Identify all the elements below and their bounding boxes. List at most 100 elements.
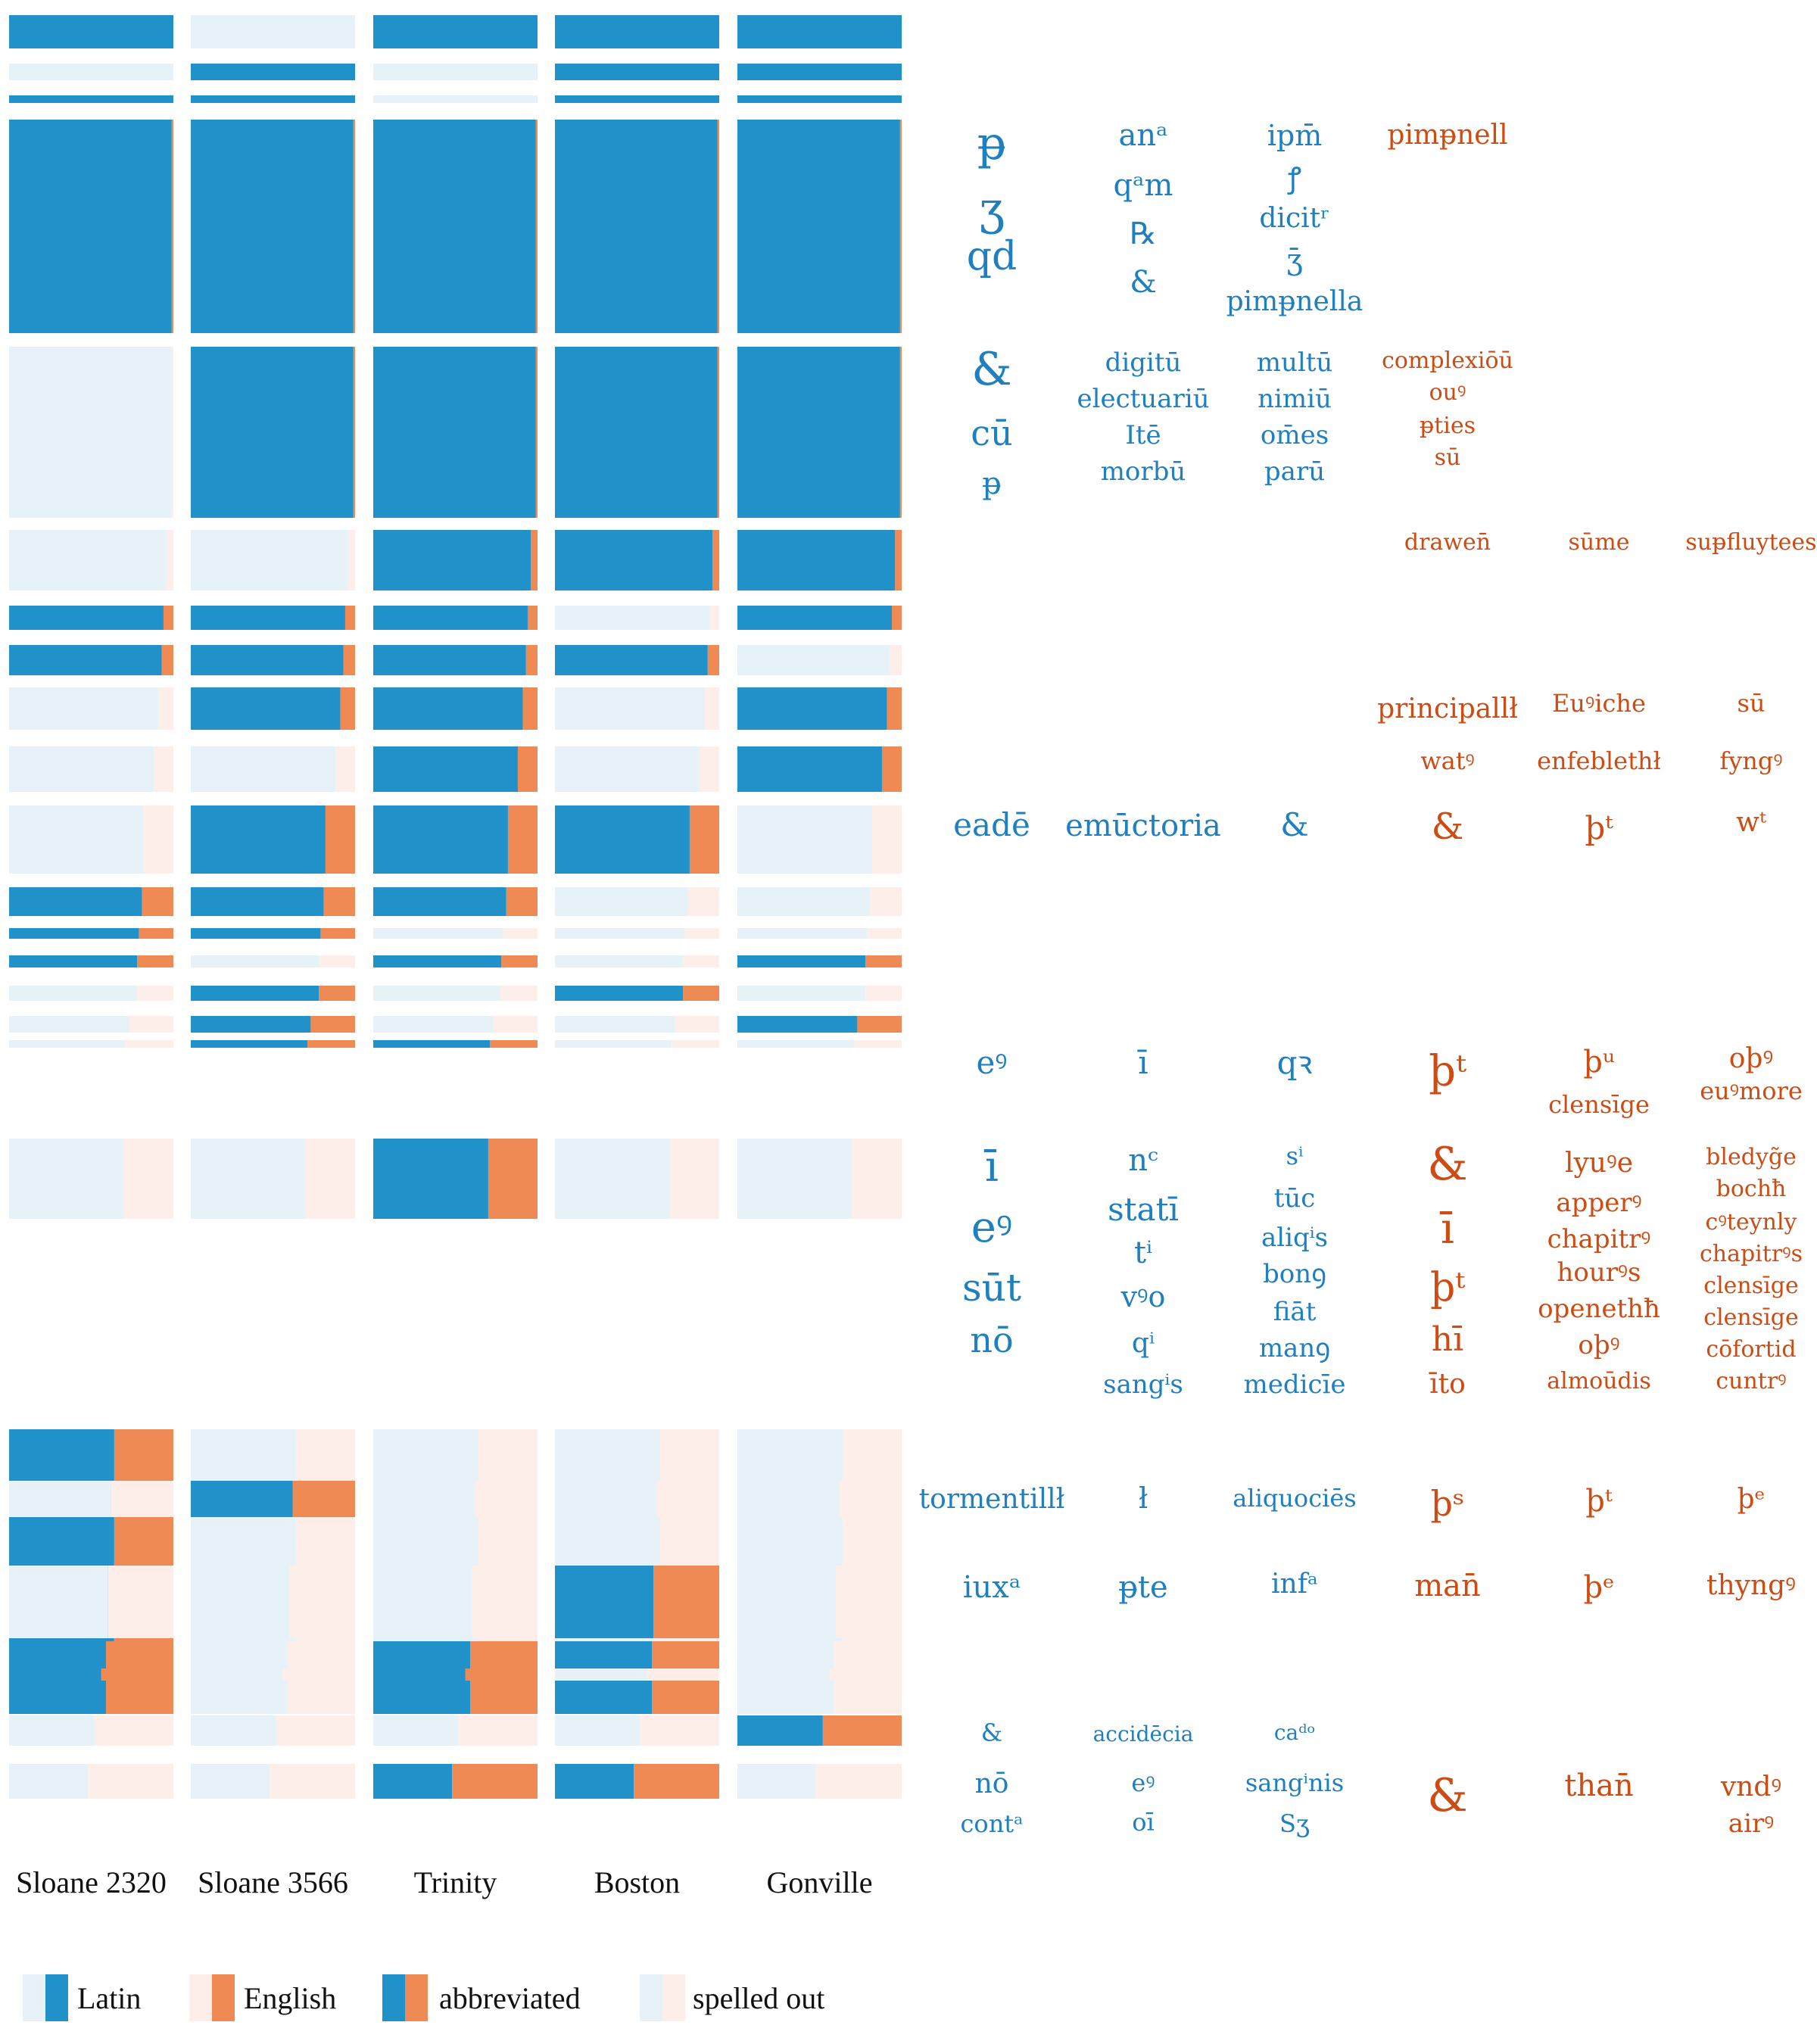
cell-latin bbox=[9, 986, 138, 1001]
cell-latin bbox=[737, 95, 902, 103]
cell-english bbox=[895, 530, 902, 590]
cell-latin bbox=[373, 1715, 459, 1746]
cell-english bbox=[852, 1139, 902, 1219]
english-word: apperꝰ bbox=[1556, 1188, 1641, 1218]
english-word: þˢ bbox=[1431, 1483, 1465, 1524]
column-label: Trinity bbox=[414, 1865, 497, 1899]
cell-latin bbox=[9, 887, 142, 916]
cell-english bbox=[891, 606, 902, 630]
cell-english bbox=[488, 1139, 538, 1219]
cell-english bbox=[525, 645, 538, 675]
cell-english bbox=[887, 687, 902, 730]
english-word: lyuꝰe bbox=[1565, 1148, 1633, 1179]
cell-english bbox=[501, 955, 538, 967]
cell-latin bbox=[737, 347, 900, 518]
english-word: than̄ bbox=[1564, 1768, 1633, 1803]
english-word: īto bbox=[1429, 1369, 1466, 1400]
cell-latin bbox=[373, 955, 502, 967]
cell-latin bbox=[373, 1764, 453, 1799]
cell-english bbox=[475, 1481, 538, 1517]
latin-word: p̶te bbox=[1118, 1570, 1167, 1605]
cell-latin bbox=[737, 1139, 852, 1219]
cell-latin bbox=[373, 64, 538, 80]
cell-english bbox=[88, 1764, 173, 1799]
cell-latin bbox=[191, 645, 344, 675]
cell-latin bbox=[737, 986, 866, 1001]
english-word: oþꝰ bbox=[1578, 1330, 1619, 1360]
cell-latin bbox=[555, 887, 688, 916]
cell-english bbox=[709, 606, 719, 630]
legend-swatch-latin-abbrev bbox=[45, 1974, 68, 2021]
cell-english bbox=[684, 928, 719, 939]
column-label: Gonville bbox=[767, 1865, 873, 1899]
cell-english bbox=[517, 746, 538, 792]
english-word: chapitrꝰ bbox=[1547, 1224, 1651, 1254]
latin-word: eadē bbox=[953, 806, 1030, 843]
column-label: Boston bbox=[594, 1865, 680, 1899]
cell-english bbox=[816, 1764, 902, 1799]
legend-label-abbreviated: abbreviated bbox=[439, 1981, 581, 2015]
cell-english bbox=[108, 1566, 173, 1638]
cell-latin bbox=[555, 64, 719, 80]
cell-english bbox=[171, 120, 173, 333]
cell-latin bbox=[191, 928, 321, 939]
english-word: enfeblethł bbox=[1537, 746, 1661, 775]
cell-english bbox=[111, 1481, 173, 1517]
cell-english bbox=[452, 1764, 538, 1799]
cell-english bbox=[305, 1139, 355, 1219]
cell-latin bbox=[373, 95, 538, 103]
cell-english bbox=[683, 955, 719, 967]
cell-latin bbox=[9, 120, 172, 333]
latin-word: ʒ bbox=[979, 182, 1005, 235]
english-word: oþꝰ bbox=[1729, 1043, 1773, 1074]
english-word: ouꝰ bbox=[1429, 379, 1466, 406]
english-word: sū bbox=[1737, 689, 1765, 718]
cell-english bbox=[343, 645, 355, 675]
cell-latin bbox=[373, 15, 538, 48]
cell-latin bbox=[737, 928, 868, 939]
cell-latin bbox=[737, 955, 866, 967]
cell-latin bbox=[9, 1040, 126, 1048]
cell-english bbox=[899, 347, 902, 518]
cell-english bbox=[490, 1040, 538, 1048]
latin-word: electuariū bbox=[1077, 384, 1209, 414]
english-word: hourꝰs bbox=[1557, 1257, 1641, 1288]
latin-word: oī bbox=[1132, 1808, 1155, 1837]
latin-word: iuxᵃ bbox=[963, 1570, 1021, 1605]
cell-english bbox=[704, 687, 719, 730]
english-word: þᵗ bbox=[1585, 1484, 1613, 1519]
cell-english bbox=[465, 1669, 538, 1681]
cell-latin bbox=[373, 606, 528, 630]
cell-latin bbox=[555, 746, 700, 792]
cell-latin bbox=[555, 1669, 647, 1681]
cell-english bbox=[707, 645, 719, 675]
cell-english bbox=[699, 746, 719, 792]
latin-word: ipm̄ bbox=[1267, 119, 1323, 152]
cell-latin bbox=[373, 347, 536, 518]
latin-word: qᵃm bbox=[1114, 168, 1173, 203]
cell-english bbox=[822, 1715, 902, 1746]
cell-english bbox=[656, 1481, 719, 1517]
cell-english bbox=[292, 1481, 355, 1517]
english-word: almoūdis bbox=[1547, 1368, 1651, 1394]
cell-english bbox=[153, 746, 173, 792]
cell-latin bbox=[737, 1715, 823, 1746]
cell-english bbox=[653, 1566, 719, 1638]
latin-word: multū bbox=[1257, 347, 1333, 378]
english-word: airꝰ bbox=[1728, 1809, 1774, 1839]
latin-word: medicīe bbox=[1243, 1369, 1345, 1400]
cell-latin bbox=[191, 1566, 290, 1638]
cell-latin bbox=[191, 746, 335, 792]
cell-latin bbox=[191, 606, 345, 630]
latin-word: eꝰ bbox=[977, 1044, 1008, 1081]
cell-latin bbox=[9, 1566, 108, 1638]
latin-word: Sʒ bbox=[1279, 1809, 1310, 1838]
cell-latin bbox=[9, 1481, 111, 1517]
cell-latin bbox=[9, 1715, 95, 1746]
latin-word: vꝰo bbox=[1120, 1280, 1166, 1313]
cell-latin bbox=[737, 1764, 817, 1799]
cell-latin bbox=[191, 1669, 283, 1681]
cell-english bbox=[161, 645, 173, 675]
english-word: cꝰteynly bbox=[1706, 1209, 1797, 1235]
english-word: man̄ bbox=[1414, 1569, 1481, 1603]
